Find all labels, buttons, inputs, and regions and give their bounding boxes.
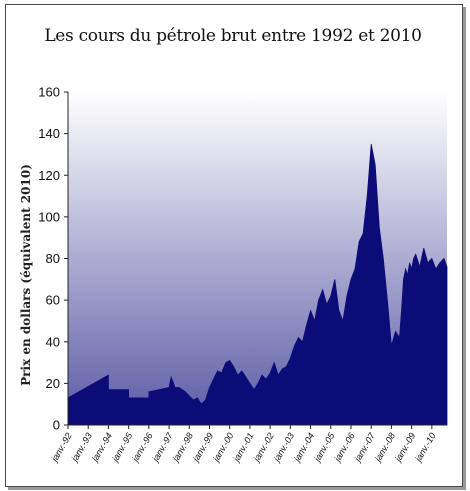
chart-title: Les cours du pétrole brut entre 1992 et …	[44, 26, 422, 46]
y-tick-label: 140	[38, 126, 60, 141]
y-tick-label: 0	[53, 418, 60, 433]
y-tick-label: 120	[38, 168, 60, 183]
y-tick-label: 100	[38, 209, 60, 224]
y-tick-label: 40	[46, 334, 60, 349]
y-tick-label: 160	[38, 85, 60, 100]
price-area-series	[67, 143, 448, 426]
y-tick-label: 60	[46, 293, 60, 308]
y-tick-label: 20	[46, 376, 60, 391]
y-tick-label: 80	[46, 251, 60, 266]
